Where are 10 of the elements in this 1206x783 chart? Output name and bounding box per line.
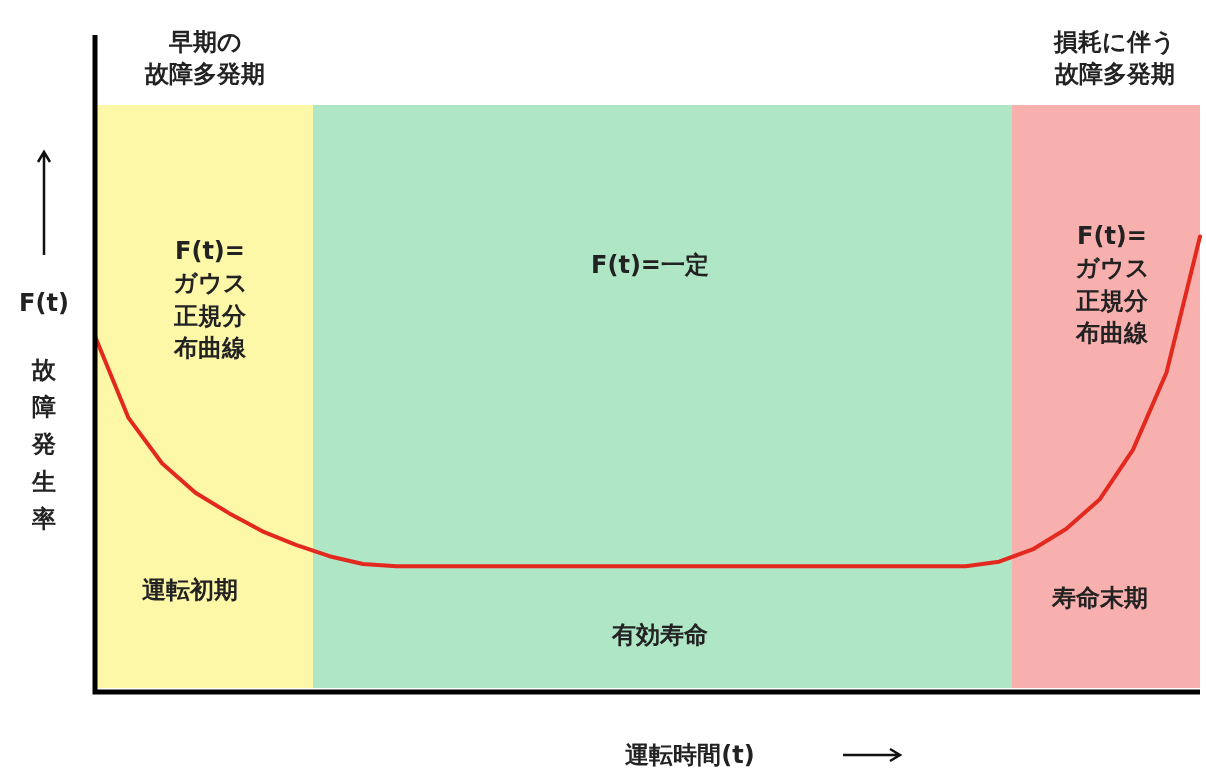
- annotation: F(t)=ガウス正規分布曲線: [172, 236, 248, 365]
- text: 損耗に伴う故障多発期: [1054, 26, 1176, 90]
- text: F(t)故障発生率: [19, 288, 69, 533]
- annotation: F(t)=ガウス正規分布曲線: [1074, 221, 1150, 350]
- annotation: F(t)=一定: [591, 249, 709, 281]
- text: 早期の故障多発期: [145, 26, 265, 90]
- annotation: 運転初期: [142, 574, 238, 606]
- annotation: 有効寿命: [612, 619, 708, 651]
- x-axis-title: 運転時間(t): [625, 739, 755, 771]
- annotation: 寿命末期: [1052, 582, 1148, 614]
